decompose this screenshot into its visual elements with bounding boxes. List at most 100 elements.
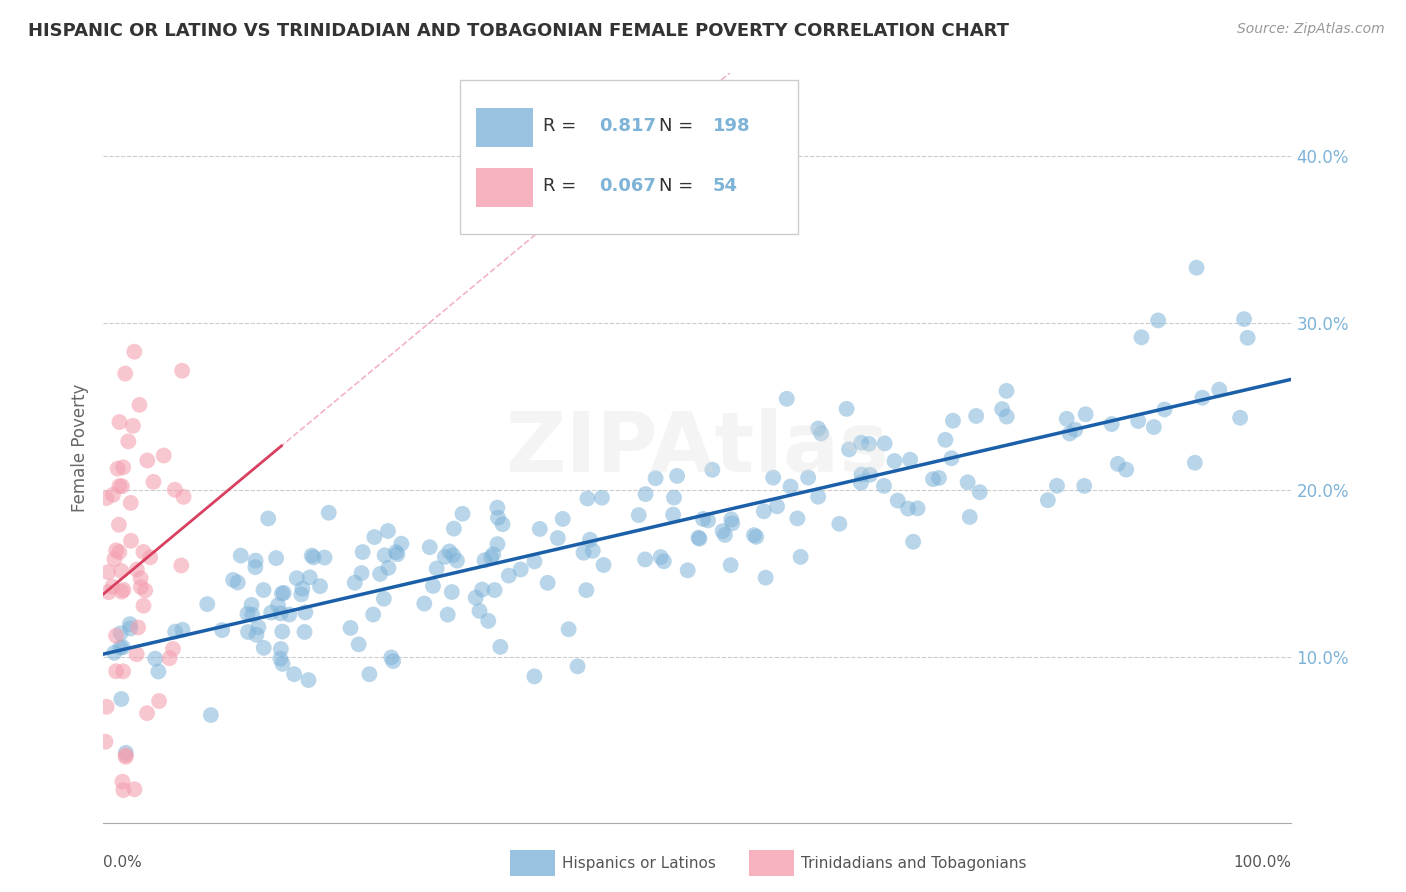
Point <box>572 546 595 560</box>
Point <box>486 510 509 524</box>
Point <box>134 583 156 598</box>
Point <box>742 528 765 542</box>
Point <box>486 537 509 551</box>
Point <box>124 782 146 797</box>
Point <box>129 571 152 585</box>
Point <box>547 531 569 545</box>
Point <box>236 625 259 640</box>
Point <box>567 659 589 673</box>
Point <box>720 558 742 573</box>
Point <box>1191 391 1213 405</box>
Point <box>807 421 830 435</box>
Point <box>96 699 118 714</box>
Point <box>163 483 186 497</box>
Point <box>928 471 950 485</box>
Point <box>173 490 195 504</box>
Point <box>1185 260 1208 275</box>
Text: HISPANIC OR LATINO VS TRINIDADIAN AND TOBAGONIAN FEMALE POVERTY CORRELATION CHAR: HISPANIC OR LATINO VS TRINIDADIAN AND TO… <box>28 22 1010 40</box>
Point <box>755 571 778 585</box>
Point <box>211 623 233 637</box>
Point <box>807 490 830 504</box>
Point <box>105 664 128 678</box>
Point <box>139 550 162 565</box>
Point <box>479 550 502 565</box>
Point <box>1059 426 1081 441</box>
Point <box>529 522 551 536</box>
Point <box>644 471 666 485</box>
Point <box>350 566 373 581</box>
Point <box>240 598 263 612</box>
Point <box>318 506 340 520</box>
Point <box>1101 417 1123 431</box>
Point <box>942 414 965 428</box>
Point <box>294 606 316 620</box>
Text: Trinidadians and Tobagonians: Trinidadians and Tobagonians <box>801 856 1026 871</box>
Point <box>575 583 598 598</box>
Point <box>124 344 146 359</box>
Point <box>302 550 325 565</box>
Point <box>702 463 724 477</box>
Point <box>200 708 222 723</box>
Point <box>127 620 149 634</box>
Point <box>245 560 267 574</box>
Point <box>294 624 316 639</box>
Point <box>236 607 259 621</box>
Point <box>112 783 135 797</box>
Point <box>101 580 124 594</box>
Point <box>111 640 134 655</box>
Point <box>484 583 506 598</box>
Point <box>1147 313 1170 327</box>
Point <box>222 573 245 587</box>
Point <box>873 436 896 450</box>
Point <box>361 607 384 622</box>
Text: Hispanics or Latinos: Hispanics or Latinos <box>562 856 716 871</box>
Text: ZIPAtlas: ZIPAtlas <box>505 408 889 489</box>
Point <box>1046 479 1069 493</box>
Point <box>797 470 820 484</box>
Point <box>873 479 896 493</box>
Point <box>752 504 775 518</box>
Point <box>108 415 131 429</box>
Point <box>433 549 456 564</box>
Point <box>464 591 486 605</box>
Point <box>591 491 613 505</box>
Point <box>1229 410 1251 425</box>
Point <box>551 512 574 526</box>
Point <box>995 409 1018 424</box>
Point <box>922 472 945 486</box>
Point <box>662 491 685 505</box>
Point <box>509 562 531 576</box>
Text: N =: N = <box>659 177 699 194</box>
Point <box>172 623 194 637</box>
Point <box>117 434 139 449</box>
Point <box>468 604 491 618</box>
Point <box>523 669 546 683</box>
Point <box>441 548 464 562</box>
Point <box>907 501 929 516</box>
Point <box>1107 457 1129 471</box>
Point <box>111 479 134 493</box>
Text: R =: R = <box>543 177 582 194</box>
Point <box>271 657 294 671</box>
Point <box>786 511 808 525</box>
Point <box>297 673 319 687</box>
Point <box>195 597 218 611</box>
Point <box>165 624 187 639</box>
Point <box>688 531 710 545</box>
Point <box>436 607 458 622</box>
Point <box>110 564 132 578</box>
Point <box>269 651 291 665</box>
Point <box>1143 420 1166 434</box>
Point <box>688 532 710 546</box>
Point <box>352 545 374 559</box>
Point <box>125 648 148 662</box>
Point <box>148 665 170 679</box>
Point <box>523 554 546 568</box>
Point <box>291 582 314 596</box>
Point <box>762 470 785 484</box>
Point <box>440 585 463 599</box>
Point <box>112 665 135 679</box>
Point <box>271 586 294 600</box>
Point <box>267 599 290 613</box>
Point <box>108 545 131 559</box>
